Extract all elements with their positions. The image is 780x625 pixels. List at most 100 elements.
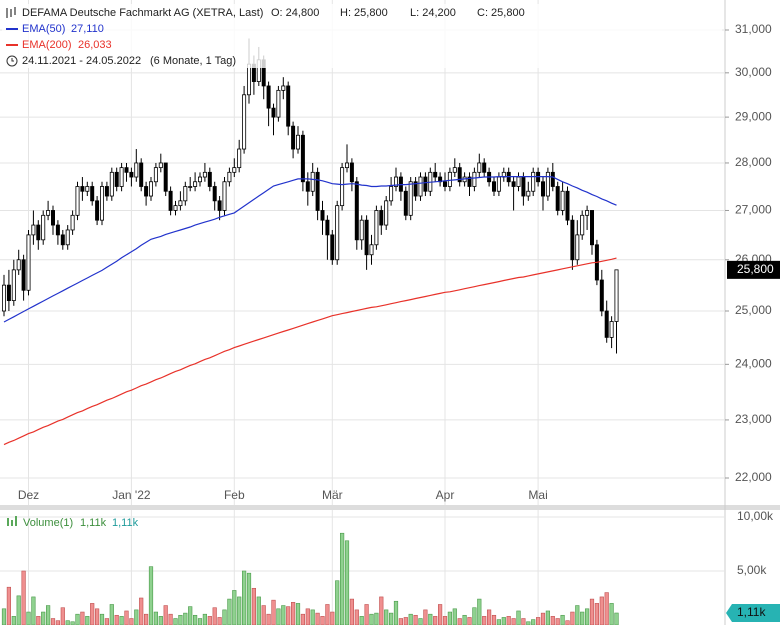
volume-bar: [349, 598, 355, 625]
candle-body: [599, 279, 604, 312]
volume-bar: [202, 613, 208, 625]
candle-body: [389, 186, 394, 202]
candle-body: [227, 171, 232, 183]
candle-body: [295, 134, 300, 150]
candle-body: [393, 176, 398, 187]
volume-bar: [217, 617, 222, 625]
candle-body: [144, 186, 149, 197]
volume-bar: [256, 596, 261, 625]
candle-body: [467, 176, 472, 187]
volume-bar: [193, 614, 198, 625]
candle-body: [359, 219, 364, 241]
axis: 22,00023,00024,00025,00026,00027,00028,0…: [18, 22, 780, 623]
volume-bar: [212, 607, 217, 625]
candle-body: [447, 171, 452, 187]
volume-bar: [501, 617, 506, 625]
volume-bar: [575, 605, 580, 625]
volume-bar: [428, 613, 433, 625]
candle-body: [531, 171, 536, 192]
volume-bar: [408, 613, 413, 625]
volume-bar: [183, 612, 188, 625]
candle-body: [496, 176, 501, 192]
volume-bar: [570, 611, 575, 625]
volume-bar: [290, 602, 296, 625]
candle-body: [403, 190, 408, 216]
volume-bar: [580, 611, 585, 625]
y-tick-label: 28,000: [735, 155, 772, 169]
volume-bar: [36, 616, 41, 625]
volume-legend-value: 1,11k: [80, 517, 107, 529]
volume-badge-label: 1,11k: [737, 605, 766, 619]
volume-bar: [379, 596, 384, 625]
volume-bar: [477, 598, 482, 625]
candle-body: [408, 181, 413, 216]
candle-body: [163, 162, 168, 192]
y-tick-label: 22,000: [735, 470, 772, 484]
volume-bar: [163, 605, 168, 625]
volume-bar: [276, 608, 281, 625]
volume-bar: [330, 611, 335, 625]
candle-body: [31, 224, 36, 236]
volume-bar: [305, 608, 310, 625]
candle-body: [21, 259, 26, 291]
candle-body: [237, 148, 242, 169]
candle-body: [90, 186, 95, 202]
candle-body: [545, 171, 550, 197]
legend-name: EMA(50): [22, 23, 65, 35]
volume-bar: [447, 611, 453, 625]
volume-bar: [139, 597, 144, 625]
candle-body: [153, 167, 158, 183]
volume-bar: [242, 570, 247, 625]
volume-bar: [594, 603, 599, 625]
volume-bar: [31, 596, 36, 625]
volume-bar: [403, 617, 408, 625]
candle-body: [139, 162, 144, 187]
volume-bar: [531, 619, 536, 625]
candle-body: [423, 176, 428, 192]
volume-bar: [369, 613, 374, 625]
volume-bar: [266, 613, 271, 625]
price-badge-label: 25,800: [737, 262, 774, 276]
clock-icon: [6, 55, 18, 67]
candle-body: [286, 85, 291, 127]
volume-bar: [11, 616, 16, 625]
symbol: DEFAMA Deutsche Fachmarkt AG (XETRA, Las…: [22, 7, 263, 19]
low-label: L: 24,200: [410, 7, 456, 19]
volume-bar: [423, 609, 428, 625]
volume-bar: [261, 605, 266, 625]
candle-body: [11, 269, 16, 301]
candle-body: [614, 269, 619, 322]
candle-body: [2, 284, 7, 312]
volume-legend-name: Volume(1): [23, 517, 73, 529]
volume-bar: [104, 618, 109, 625]
y-tick-label: 23,000: [735, 412, 772, 426]
volume-bar: [560, 614, 565, 625]
x-tick-label: Mär: [322, 488, 343, 502]
volume-bar: [614, 612, 619, 625]
candle-body: [104, 186, 109, 197]
date-range: 24.11.2021 - 24.05.2022: [22, 55, 141, 67]
ema-line: [3, 176, 617, 323]
candle-body: [266, 85, 271, 109]
volume-bar: [246, 572, 252, 625]
candle-body: [114, 171, 119, 187]
candle-body: [60, 234, 65, 246]
volume-bar: [472, 607, 477, 625]
candle-body: [442, 181, 447, 187]
volume-legend-value: 1,11k: [112, 517, 139, 529]
volume-bar: [295, 603, 301, 625]
volume-bar: [442, 616, 448, 625]
volume-bar: [95, 608, 100, 625]
volume-bar: [173, 618, 178, 625]
candle-body: [413, 181, 418, 197]
volume-bar: [413, 614, 418, 625]
legend-value: 27,110: [71, 23, 104, 35]
volume-bar: [124, 610, 129, 625]
candle-body: [6, 284, 11, 301]
volume-bar: [45, 605, 51, 625]
candle-body: [585, 210, 590, 216]
volume-badge: [726, 604, 780, 623]
volume-bar: [65, 620, 70, 625]
volume-bar: [540, 612, 546, 625]
